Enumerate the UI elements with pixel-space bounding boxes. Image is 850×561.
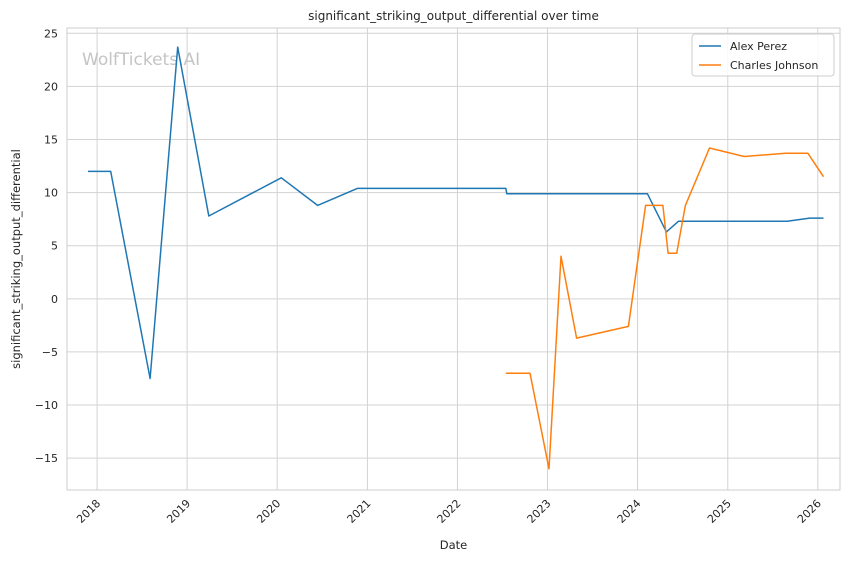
x-tick-label: 2020 (254, 497, 283, 526)
y-tick-labels: 25 20 15 10 5 0 −5 −10 −15 (35, 27, 58, 465)
legend-label: Alex Perez (730, 40, 787, 53)
chart-title: significant_striking_output_differential… (308, 9, 599, 23)
x-tick-labels: 2018 2019 2020 2021 2022 2023 2024 2025 2026 (74, 497, 824, 526)
legend: Alex Perez Charles Johnson (691, 33, 835, 77)
y-tick-label: 0 (51, 293, 58, 306)
y-tick-label: 10 (44, 187, 58, 200)
y-tick-label: 15 (44, 134, 58, 147)
y-tick-label: 25 (44, 27, 58, 40)
x-tick-label: 2024 (615, 497, 644, 526)
grid-lines (67, 28, 840, 490)
x-axis-title: Date (440, 538, 468, 552)
x-tick-label: 2018 (74, 497, 103, 526)
y-tick-label: 5 (51, 240, 58, 253)
y-axis-title: significant_striking_output_differential (9, 149, 23, 369)
legend-box (691, 33, 835, 77)
series-lines (88, 46, 825, 470)
x-tick-label: 2026 (795, 497, 824, 526)
series-line-charles-johnson (505, 147, 825, 470)
x-tick-label: 2025 (705, 497, 734, 526)
plot-area-frame (66, 27, 841, 491)
y-tick-label: 20 (44, 80, 58, 93)
x-tick-label: 2023 (525, 497, 554, 526)
y-tick-label: −15 (35, 452, 58, 465)
watermark-text: WolfTickets.AI (82, 50, 200, 70)
x-tick-label: 2022 (435, 497, 464, 526)
x-tick-label: 2021 (345, 497, 374, 526)
series-line-alex-perez (88, 46, 824, 380)
y-tick-label: −10 (35, 399, 58, 412)
x-tick-label: 2019 (164, 497, 193, 526)
y-tick-label: −5 (42, 346, 58, 359)
legend-label: Charles Johnson (730, 59, 818, 72)
